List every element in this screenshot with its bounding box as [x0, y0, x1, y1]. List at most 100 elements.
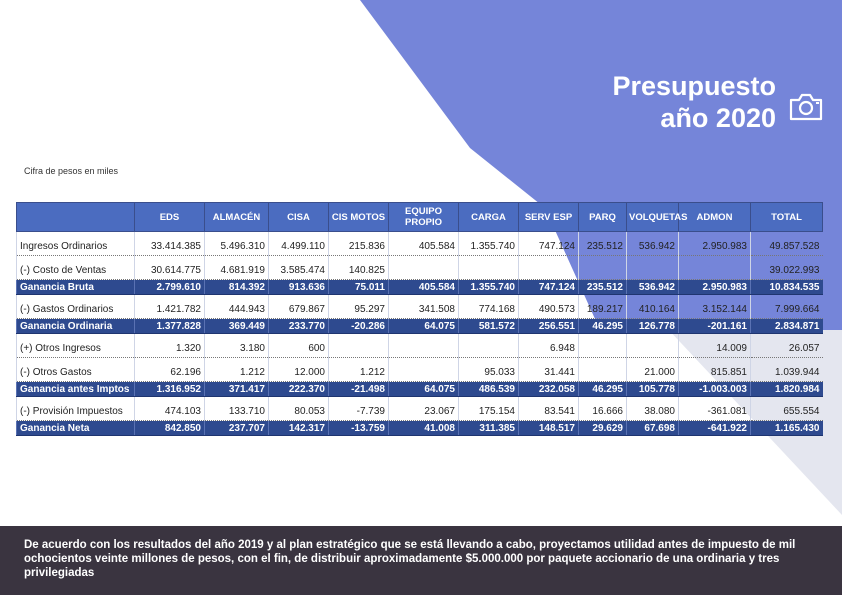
spacer-cell [518, 396, 579, 403]
table-cell: -7.739 [328, 403, 389, 421]
page-title: Presupuesto año 2020 [536, 70, 776, 134]
table-cell: 341.508 [388, 301, 459, 319]
row-spacer [16, 396, 823, 403]
column-header: EQUIPO PROPIO [388, 202, 459, 232]
table-cell: -1.003.003 [678, 381, 751, 397]
table-cell: 30.614.775 [134, 262, 205, 280]
row-label: (-) Costo de Ventas [16, 262, 135, 280]
spacer-cell [626, 357, 679, 364]
spacer-cell [328, 231, 389, 238]
spacer-cell [204, 333, 269, 340]
row-label: Ingresos Ordinarios [16, 238, 135, 256]
spacer-cell [16, 357, 135, 364]
spacer-cell [388, 396, 459, 403]
column-header: TOTAL [750, 202, 823, 232]
row-spacer [16, 333, 823, 340]
spacer-cell [204, 396, 269, 403]
table-cell: 41.008 [388, 420, 459, 436]
table-cell: 3.180 [204, 340, 269, 358]
table-cell: 2.799.610 [134, 279, 205, 295]
spacer-cell [328, 255, 389, 262]
spacer-cell [458, 231, 519, 238]
spacer-cell [134, 396, 205, 403]
table-cell: -361.081 [678, 403, 751, 421]
table-cell [578, 340, 627, 358]
table-cell: 369.449 [204, 318, 269, 334]
table-cell: 16.666 [578, 403, 627, 421]
table-cell: 7.999.664 [750, 301, 823, 319]
spacer-cell [16, 231, 135, 238]
column-header: SERV ESP [518, 202, 579, 232]
table-cell: 311.385 [458, 420, 519, 436]
column-header: EDS [134, 202, 205, 232]
table-cell: -21.498 [328, 381, 389, 397]
table-cell: 1.212 [328, 364, 389, 382]
table-row: (-) Costo de Ventas 30.614.775 4.681.919 3.… [16, 262, 823, 280]
table-cell: 371.417 [204, 381, 269, 397]
table-row: Ganancia Ordinaria 1.377.828 369.449 233.77… [16, 318, 823, 334]
table-cell [626, 262, 679, 280]
table-cell: 1.377.828 [134, 318, 205, 334]
table-cell: 814.392 [204, 279, 269, 295]
table-cell: 21.000 [626, 364, 679, 382]
spacer-cell [388, 294, 459, 301]
row-label: Ganancia Ordinaria [16, 318, 135, 334]
spacer-cell [518, 294, 579, 301]
spacer-cell [750, 333, 823, 340]
spacer-cell [458, 255, 519, 262]
spacer-cell [204, 294, 269, 301]
row-label: (-) Gastos Ordinarios [16, 301, 135, 319]
spacer-cell [204, 357, 269, 364]
currency-note: Cifra de pesos en miles [24, 166, 119, 176]
table-cell: 3.585.474 [268, 262, 329, 280]
row-spacer [16, 231, 823, 238]
table-cell: 62.196 [134, 364, 205, 382]
table-cell: 83.541 [518, 403, 579, 421]
table-cell [388, 340, 459, 358]
table-cell: 235.512 [578, 238, 627, 256]
spacer-cell [750, 396, 823, 403]
table-cell: 774.168 [458, 301, 519, 319]
spacer-cell [268, 294, 329, 301]
spacer-cell [678, 333, 751, 340]
spacer-cell [134, 231, 205, 238]
table-cell: 5.496.310 [204, 238, 269, 256]
table-cell [328, 340, 389, 358]
spacer-cell [388, 357, 459, 364]
spacer-cell [328, 396, 389, 403]
table-cell: 105.778 [626, 381, 679, 397]
table-cell: 215.836 [328, 238, 389, 256]
row-spacer [16, 294, 823, 301]
spacer-cell [134, 333, 205, 340]
spacer-cell [678, 357, 751, 364]
spacer-cell [578, 231, 627, 238]
table-cell: 10.834.535 [750, 279, 823, 295]
table-cell: 232.058 [518, 381, 579, 397]
spacer-cell [16, 396, 135, 403]
spacer-cell [134, 294, 205, 301]
table-cell: 1.316.952 [134, 381, 205, 397]
table-cell: 2.834.871 [750, 318, 823, 334]
spacer-cell [578, 396, 627, 403]
spacer-cell [518, 231, 579, 238]
footer-banner: De acuerdo con los resultados del año 20… [0, 526, 842, 595]
spacer-cell [578, 333, 627, 340]
spacer-cell [518, 357, 579, 364]
spacer-cell [16, 333, 135, 340]
table-cell [458, 262, 519, 280]
table-cell: 189.217 [578, 301, 627, 319]
spacer-cell [388, 255, 459, 262]
spacer-cell [750, 357, 823, 364]
table-cell: 913.636 [268, 279, 329, 295]
table-cell: 235.512 [578, 279, 627, 295]
table-row: (-) Gastos Ordinarios 1.421.782 444.943 679… [16, 301, 823, 319]
spacer-cell [678, 294, 751, 301]
row-spacer [16, 357, 823, 364]
column-header: CARGA [458, 202, 519, 232]
table-cell: 140.825 [328, 262, 389, 280]
table-cell: 1.320 [134, 340, 205, 358]
column-header: PARQ [578, 202, 627, 232]
column-header-blank [16, 202, 135, 232]
camera-icon [789, 93, 823, 121]
row-label: Ganancia Neta [16, 420, 135, 436]
